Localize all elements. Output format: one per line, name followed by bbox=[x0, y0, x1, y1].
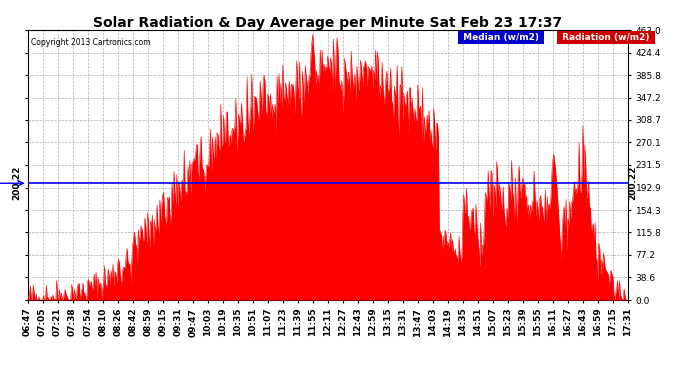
Text: Copyright 2013 Cartronics.com: Copyright 2013 Cartronics.com bbox=[30, 38, 150, 47]
Text: 200.22: 200.22 bbox=[12, 166, 21, 200]
Title: Solar Radiation & Day Average per Minute Sat Feb 23 17:37: Solar Radiation & Day Average per Minute… bbox=[93, 16, 562, 30]
Text: 200.22: 200.22 bbox=[629, 166, 638, 200]
Text: Median (w/m2): Median (w/m2) bbox=[460, 33, 542, 42]
Text: Radiation (w/m2): Radiation (w/m2) bbox=[559, 33, 653, 42]
